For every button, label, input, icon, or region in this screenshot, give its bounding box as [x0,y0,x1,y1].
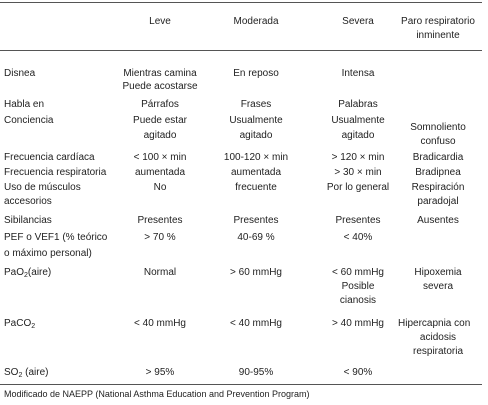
paco2-label-sub: 2 [31,323,36,330]
fr-arrest: Bradipnea [415,167,461,178]
disnea-mild-line2: Puede acostarse [122,81,198,92]
pao2-severe-line1: < 60 mmHg [332,267,384,278]
disnea-moderate: En reposo [233,68,279,79]
paco2-label-prefix: PaCO [4,318,32,329]
conciencia-severe-line1: Usualmente [331,115,385,126]
fc-moderate: 100-120 × min [223,152,289,163]
row-label-disnea: Disnea [4,68,36,79]
conciencia-severe-line2: agitado [341,130,375,141]
row-label-so2: SO2 (aire) [4,367,48,379]
conciencia-mild-line2: agitado [143,130,177,141]
disnea-severe: Intensa [341,68,375,79]
musculos-mild: No [153,182,167,193]
sibilancias-arrest: Ausentes [417,215,459,226]
pao2-moderate: > 60 mmHg [230,267,282,278]
sibilancias-severe: Presentes [335,215,381,226]
pao2-arrest-line1: Hipoxemia [414,267,462,278]
row-label-conciencia: Conciencia [4,115,54,126]
pao2-severe-line3: cianosis [339,295,377,306]
fr-mild: aumentada [134,167,186,178]
sibilancias-mild: Presentes [137,215,183,226]
conciencia-moderate-line2: agitado [239,130,273,141]
header-severe: Severa [342,16,374,27]
paco2-arrest-line2: acidosis [419,332,457,343]
footnote: Modificado de NAEPP (National Asthma Edu… [4,389,310,399]
paco2-severe: > 40 mmHg [332,318,384,329]
fc-arrest: Bradicardia [412,152,464,163]
fc-severe: > 120 × min [331,152,385,163]
row-label-pef-line2: o máximo personal) [4,248,92,259]
row-label-habla: Habla en [4,99,45,110]
conciencia-arrest-line2: confuso [420,136,456,147]
conciencia-arrest-line1: Somnoliento [410,122,466,133]
row-label-pao2: PaO2(aire) [4,267,51,279]
pao2-severe-line2: Posible [341,281,375,292]
row-label-sibilancias: Sibilancias [4,215,52,226]
paco2-moderate: < 40 mmHg [230,318,282,329]
sibilancias-moderate: Presentes [233,215,279,226]
conciencia-mild-line1: Puede estar [133,115,187,126]
musculos-arrest-line1: Respiración [411,182,465,193]
header-moderate: Moderada [233,16,279,27]
header-arrest-line2: inminente [416,30,460,41]
row-label-musculos-line1: Uso de músculos [4,182,81,193]
top-rule [0,2,482,3]
so2-label-suffix: (aire) [22,367,49,378]
habla-mild: Párrafos [141,99,179,110]
row-label-fc: Frecuencia cardíaca [4,152,95,163]
pef-mild: > 70 % [144,232,176,243]
habla-severe: Palabras [338,99,378,110]
conciencia-moderate-line1: Usualmente [229,115,283,126]
musculos-moderate: frecuente [235,182,277,193]
row-label-paco2: PaCO2 [4,318,35,330]
disnea-mild-line1: Mientras camina [123,68,197,79]
row-label-musculos-line2: accesorios [4,196,52,207]
pao2-label-sub: 2 [24,272,28,279]
fr-moderate: aumentada [230,167,282,178]
paco2-mild: < 40 mmHg [134,318,186,329]
pef-moderate: 40-69 % [237,232,275,243]
fc-mild: < 100 × min [133,152,187,163]
header-mild: Leve [149,16,171,27]
habla-moderate: Frases [240,99,272,110]
pao2-mild: Normal [143,267,177,278]
so2-moderate: 90-95% [238,367,274,378]
header-arrest-line1: Paro respiratorio [401,16,475,27]
so2-severe: < 90% [343,367,373,378]
so2-label-sub: 2 [18,372,23,379]
musculos-arrest-line2: paradojal [417,196,459,207]
pef-severe: < 40% [343,232,373,243]
fr-severe: > 30 × min [334,167,382,178]
pao2-label-suffix: (aire) [27,267,52,278]
so2-label-prefix: SO [4,367,19,378]
row-label-fr: Frecuencia respiratoria [4,167,107,178]
bottom-rule [0,384,482,385]
pao2-arrest-line2: severa [422,281,453,292]
row-label-pef-line1: PEF o VEF1 (% teórico [4,232,108,243]
so2-mild: > 95% [145,367,175,378]
header-rule [0,50,482,51]
paco2-arrest-line1: Hipercapnia con [398,318,471,329]
paco2-arrest-line3: respiratoria [412,346,464,357]
pao2-label-prefix: PaO [4,267,25,278]
musculos-severe: Por lo general [326,182,390,193]
